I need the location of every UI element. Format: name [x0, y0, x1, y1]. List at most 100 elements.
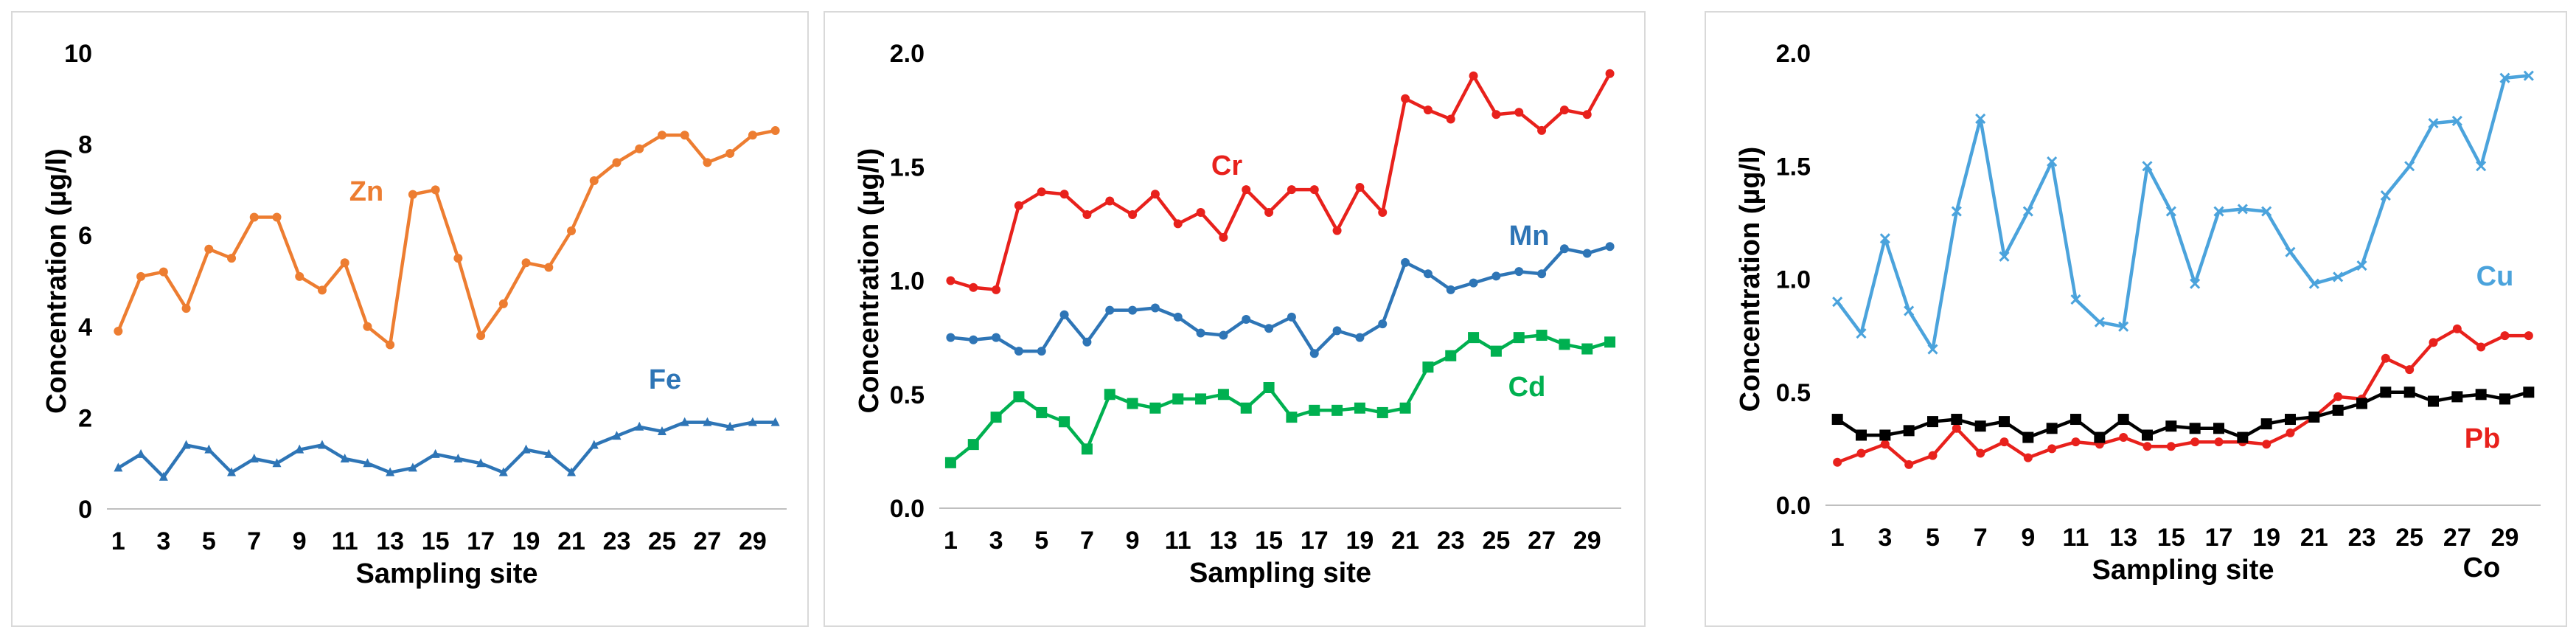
data-point-pb — [2524, 331, 2533, 341]
data-point-mn — [1128, 305, 1138, 315]
chart-cr-mn-cd: 0.00.51.01.52.01 3 5 7 9 11 13 15 17 19 21 23 25 27 29… — [854, 40, 1621, 589]
data-point-co — [2213, 423, 2224, 434]
data-point-pb — [2071, 437, 2081, 447]
y-tick-label: 0.0 — [890, 495, 925, 523]
data-point-cu — [2499, 72, 2510, 83]
data-point-cu — [2404, 161, 2415, 172]
data-point-cu — [1879, 233, 1890, 244]
data-point-cr — [1605, 69, 1615, 78]
data-point-co — [2356, 398, 2367, 409]
data-point-pb — [2262, 440, 2272, 449]
x-tick-label: 25 — [2395, 524, 2423, 552]
data-point-cu — [1832, 297, 1843, 308]
data-point-pb — [1904, 460, 1914, 469]
data-point-cd — [1354, 402, 1365, 414]
data-point-mn — [1378, 319, 1388, 329]
data-point-mn — [1423, 269, 1433, 279]
data-point-mn — [1059, 310, 1069, 319]
y-tick-label: 1.0 — [1776, 266, 1811, 294]
data-point-co — [2022, 431, 2034, 443]
x-tick-label: 25 — [1483, 527, 1511, 555]
data-point-co — [2165, 420, 2177, 432]
data-point-co — [1974, 420, 1986, 432]
data-point-cr — [1128, 210, 1138, 220]
data-point-fe — [680, 417, 689, 426]
data-point-mn — [1559, 244, 1569, 254]
x-tick-label: 29 — [1573, 527, 1601, 555]
data-point-mn — [1196, 328, 1205, 338]
data-point-mn — [1105, 305, 1115, 315]
series-line-mn — [950, 245, 1611, 356]
x-tick-label: 19 — [512, 527, 540, 555]
x-tick-label: 9 — [2021, 524, 2035, 552]
x-tick-label: 25 — [648, 527, 676, 555]
data-point-pb — [2190, 437, 2200, 447]
data-point-zn — [159, 267, 168, 277]
data-point-fe — [227, 467, 237, 476]
data-point-co — [2046, 423, 2058, 434]
x-tick-label: 5 — [1926, 524, 1940, 552]
data-point-cu — [2451, 115, 2462, 127]
data-point-zn — [498, 299, 508, 308]
y-tick-label: 2.0 — [1776, 40, 1811, 68]
data-point-cu — [2022, 206, 2033, 217]
series-label-fe: Fe — [649, 364, 681, 395]
data-point-mn — [1446, 285, 1455, 294]
data-point-cr — [1037, 187, 1046, 197]
y-tick-label: 2.0 — [890, 40, 925, 68]
data-point-mn — [1082, 337, 1092, 347]
data-point-pb — [1928, 451, 1938, 460]
x-tick-label: 7 — [1974, 524, 1988, 552]
x-tick-label: 17 — [1301, 527, 1329, 555]
data-point-mn — [1582, 249, 1592, 258]
chart-panel-zn-fe: 0 2 4 6 8 10 1 3 5 7 9 11 13 15 17 19 21 23 25 27 29 Sampling… — [11, 11, 809, 627]
x-tick-label: 13 — [1210, 527, 1238, 555]
data-point-zn — [386, 340, 395, 350]
data-point-mn — [1514, 267, 1524, 277]
data-point-co — [1999, 416, 2010, 428]
data-point-mn — [1491, 271, 1501, 281]
data-point-zn — [680, 131, 689, 140]
data-point-cr — [1559, 105, 1569, 115]
data-point-co — [1951, 414, 1963, 426]
data-point-pb — [1952, 423, 1961, 433]
data-point-cd — [1468, 332, 1480, 344]
y-tick-label: 10 — [64, 40, 92, 68]
data-point-cu — [2356, 260, 2367, 271]
data-point-cr — [1309, 185, 1319, 195]
data-point-co — [2285, 414, 2296, 426]
x-tick-label: 23 — [603, 527, 631, 555]
x-tick-label: 15 — [2157, 524, 2185, 552]
data-point-co — [1831, 414, 1843, 426]
data-point-cd — [1013, 391, 1025, 403]
x-tick-label: 27 — [2443, 524, 2471, 552]
data-point-cd — [967, 439, 979, 451]
x-tick-label: 3 — [989, 527, 1003, 555]
data-point-cd — [1263, 381, 1275, 393]
x-tick-label: 3 — [156, 527, 170, 555]
data-point-zn — [431, 185, 440, 195]
x-tick-label: 13 — [2109, 524, 2137, 552]
y-tick-label: 1.5 — [1776, 153, 1811, 181]
data-point-fe — [567, 467, 577, 476]
data-point-pb — [1880, 440, 1890, 449]
data-point-cu — [2476, 161, 2487, 172]
data-point-co — [2070, 414, 2081, 426]
data-point-cu — [2047, 156, 2058, 167]
data-point-cr — [1332, 226, 1342, 235]
data-point-co — [2499, 393, 2510, 405]
data-point-pb — [1976, 448, 1985, 458]
series-line-fe — [117, 420, 776, 479]
x-tick-label: 7 — [247, 527, 261, 555]
data-point-cu — [2118, 321, 2129, 332]
x-tick-label: 1 — [1831, 524, 1845, 552]
x-tick-label: 29 — [2491, 524, 2519, 552]
x-tick-label: 5 — [1034, 527, 1048, 555]
data-point-fe — [544, 448, 554, 458]
data-point-co — [2094, 431, 2106, 443]
x-tick-label: 7 — [1080, 527, 1094, 555]
series-label-co: Co — [2463, 552, 2501, 583]
data-point-cu — [2142, 161, 2153, 172]
data-point-zn — [340, 258, 349, 268]
data-point-cu — [2165, 206, 2176, 217]
